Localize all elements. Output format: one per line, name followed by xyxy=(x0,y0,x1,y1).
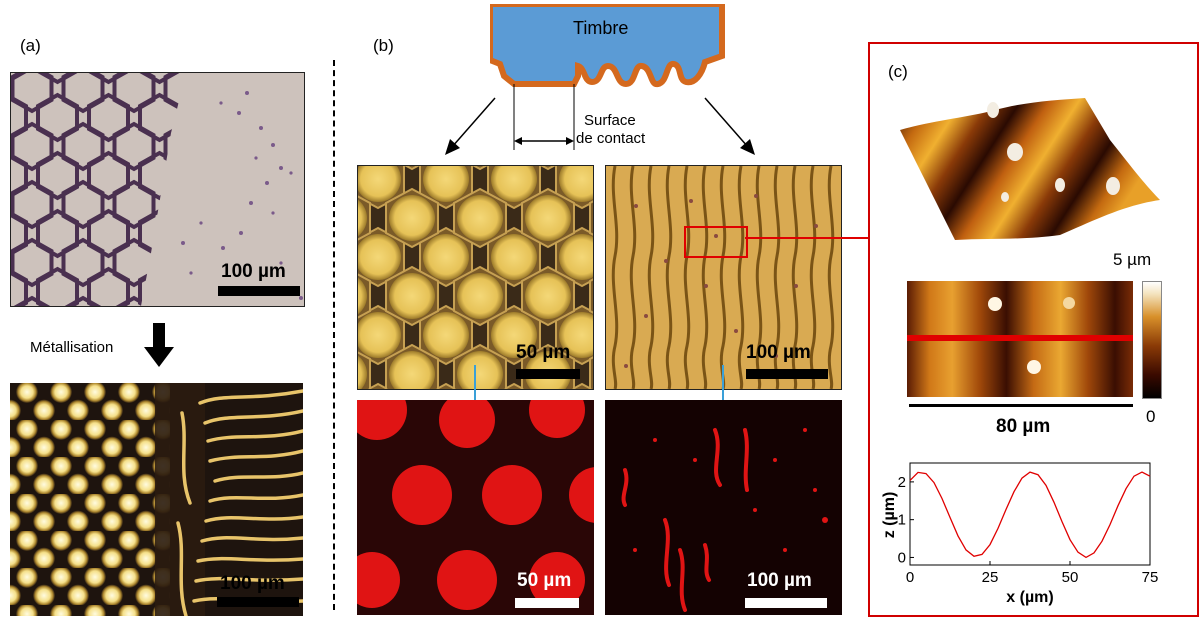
y-tick-label: 1 xyxy=(898,512,906,529)
panel-a-label: (a) xyxy=(20,36,41,55)
scale-bar-b-br xyxy=(745,598,827,608)
scale-bar-a-top xyxy=(218,286,300,296)
scale-bar-a-bottom xyxy=(217,597,299,607)
panel-b-label: (b) xyxy=(373,36,394,55)
x-axis-label: x (µm) xyxy=(1006,589,1053,606)
x-tick-label: 25 xyxy=(982,569,999,586)
x-tick-label: 0 xyxy=(906,569,914,586)
fluorescence-b-dots: 50 µm xyxy=(357,400,594,615)
stamp-label: Timbre xyxy=(573,18,629,38)
zoom-connector-line xyxy=(745,237,868,239)
scale-label-a-bottom: 100 µm xyxy=(220,573,285,594)
plot-frame xyxy=(909,462,1151,566)
stamp-diagram xyxy=(487,1,730,159)
y-tick-label: 0 xyxy=(898,549,906,566)
panel-c-frame xyxy=(868,42,1199,617)
scale-label-a-top: 100 µm xyxy=(221,261,286,282)
profile-chart: z (µm) x (µm) 0 25 50 75 0 1 2 xyxy=(880,455,1180,615)
colorbar-max-label: 5 µm xyxy=(1113,250,1152,269)
colorbar xyxy=(1142,281,1162,399)
contact-label-line1: Surface xyxy=(584,112,636,129)
micrograph-b-hexagons: 50 µm xyxy=(357,165,594,390)
scale-label-b-br: 100 µm xyxy=(747,570,812,591)
micrograph-metallized: 100 µm xyxy=(10,383,303,616)
metallisation-label: Métallisation xyxy=(30,339,114,356)
scale-label-b-tl: 50 µm xyxy=(516,342,571,363)
panel-divider xyxy=(333,60,335,610)
arrow-left-down-icon xyxy=(440,95,500,165)
afm-2d-map xyxy=(907,281,1133,397)
zoom-region-box xyxy=(684,226,748,258)
x-tick-label: 50 xyxy=(1062,569,1079,586)
scale-label-b-tr: 100 µm xyxy=(746,342,811,363)
panel-c-label: (c) xyxy=(888,62,908,81)
map-scale-label: 80 µm xyxy=(996,416,1051,437)
profile-line xyxy=(909,471,1151,559)
fluorescence-b-worms: 100 µm xyxy=(605,400,842,615)
scale-bar-b-tr xyxy=(746,369,828,379)
down-arrow-icon xyxy=(144,323,174,373)
y-tick-label: 2 xyxy=(898,474,906,491)
map-scale-bar xyxy=(909,404,1133,407)
y-axis-label: z (µm) xyxy=(881,492,898,539)
contact-label-line2: de contact xyxy=(576,130,646,147)
scale-bar-b-tl xyxy=(516,369,580,379)
micrograph-b-stripes: 100 µm xyxy=(605,165,842,390)
scale-label-b-bl: 50 µm xyxy=(517,570,572,591)
micrograph-hexagon-edge: 100 µm xyxy=(10,72,305,307)
afm-3d-surface xyxy=(895,90,1165,255)
colorbar-min-label: 0 xyxy=(1146,407,1156,426)
scale-bar-b-bl xyxy=(515,598,579,608)
arrow-right-down-icon xyxy=(700,95,760,165)
x-tick-label: 75 xyxy=(1142,569,1159,586)
